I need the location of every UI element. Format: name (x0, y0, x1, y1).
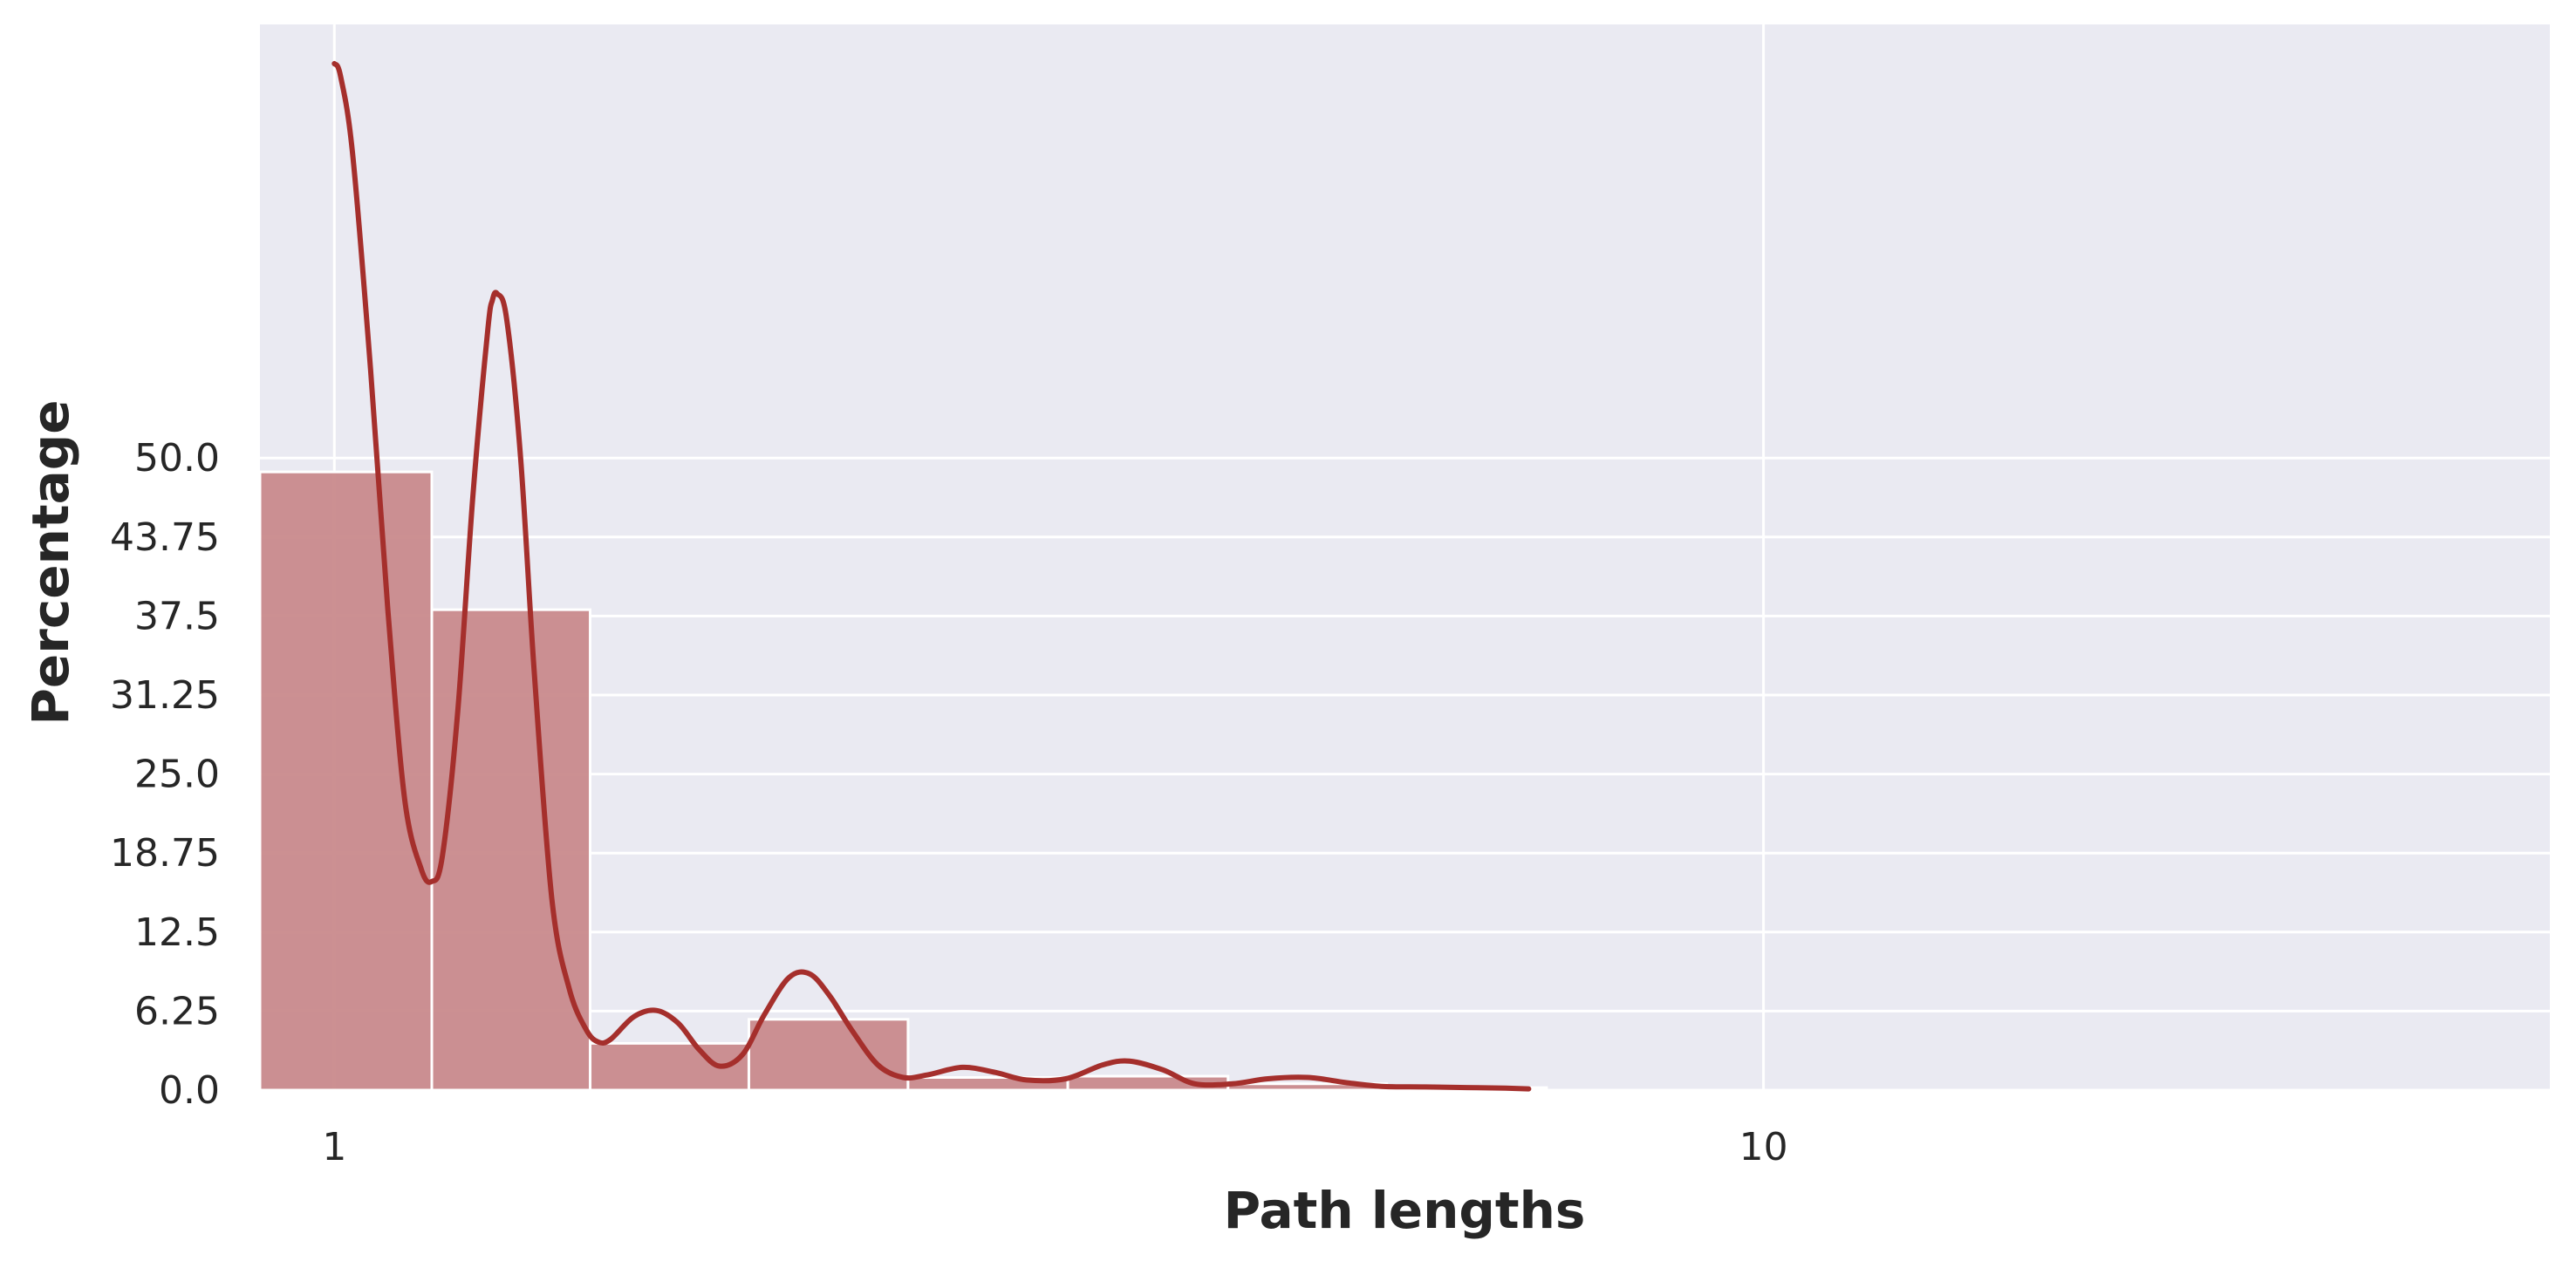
kde-curve (331, 60, 1532, 1092)
bar-1 (430, 608, 592, 1092)
y-tick-label-3: 18.75 (110, 831, 220, 876)
bar-0 (258, 470, 434, 1092)
y-tick-label-7: 43.75 (110, 515, 220, 560)
y-tick-label-2: 12.5 (134, 910, 220, 955)
y-axis-label: Percentage (21, 399, 80, 725)
y-tick-label-0: 0.0 (159, 1068, 220, 1113)
x-tick-label-1: 10 (1739, 1125, 1788, 1169)
bar-3 (747, 1018, 910, 1092)
y-axis-ticks: 0.0 6.25 12.5 18.75 25.0 31.25 37.5 43.75 50.0 (110, 436, 220, 1113)
y-tick-label-4: 25.0 (134, 753, 220, 797)
y-tick-label-8: 50.0 (134, 436, 220, 481)
y-tick-label-5: 31.25 (110, 673, 220, 718)
kde-curve-layer (331, 60, 1532, 1092)
y-tick-label-1: 6.25 (134, 989, 220, 1033)
x-axis-label: Path lengths (1224, 1181, 1586, 1240)
x-tick-label-0: 1 (322, 1125, 346, 1169)
y-tick-label-6: 37.5 (134, 594, 220, 638)
x-axis-ticks: 1 10 (322, 1125, 1787, 1169)
plot-background (260, 24, 2550, 1090)
